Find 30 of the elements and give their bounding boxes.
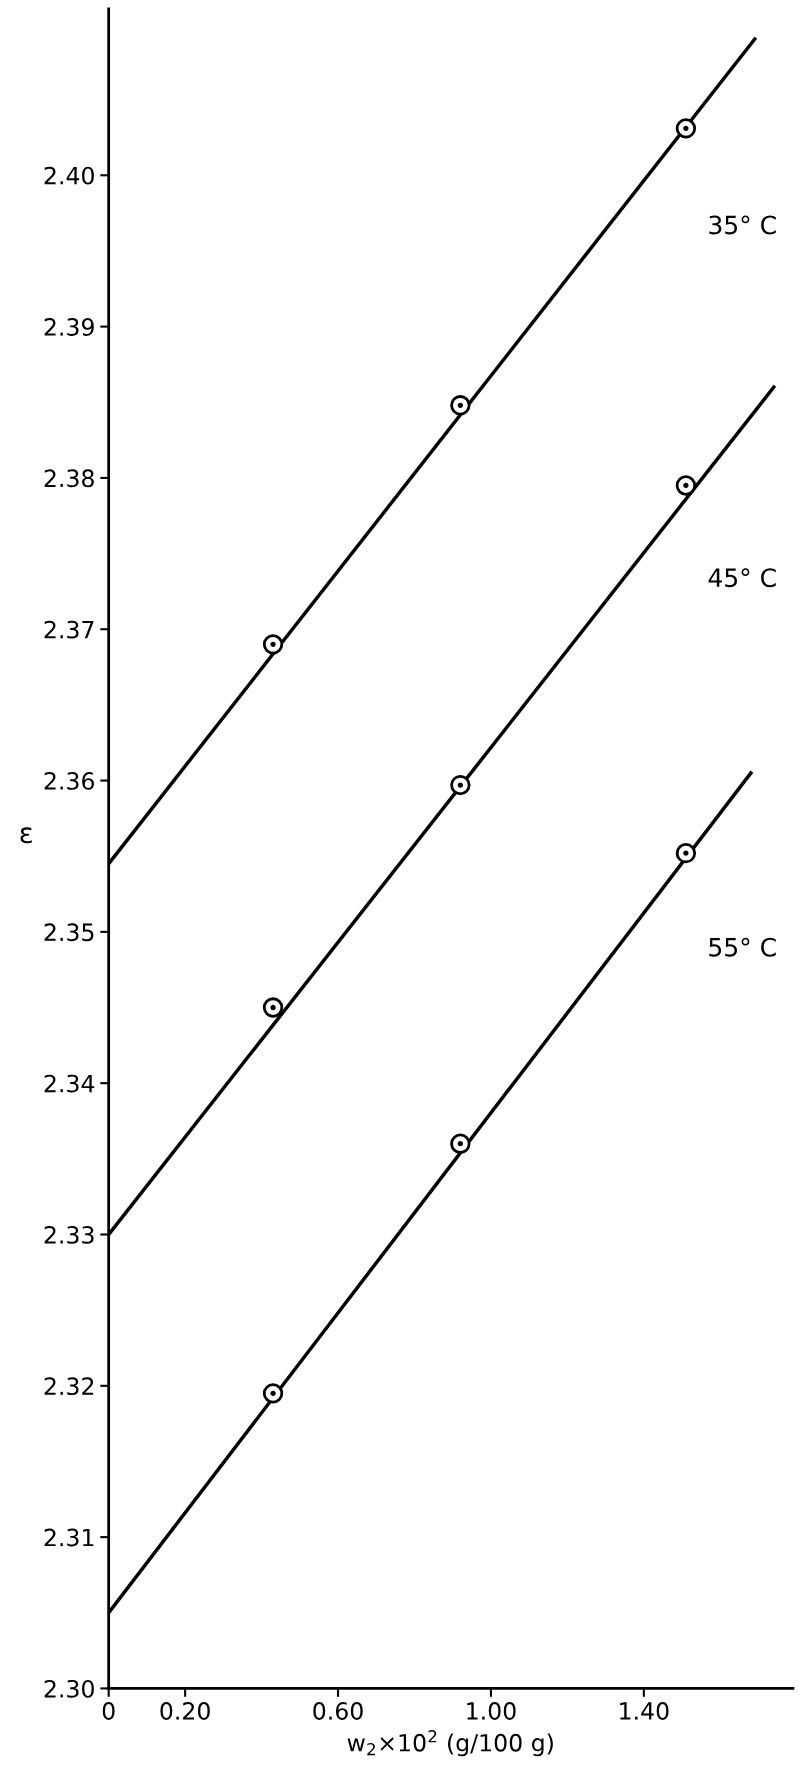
annotation: 45° C [708, 568, 776, 588]
y-tick-label: 2.35 [44, 923, 94, 942]
y-tick-label: 2.37 [44, 620, 94, 639]
y-tick-label: 2.40 [44, 166, 94, 185]
point [262, 997, 284, 1018]
annotation: 35° C [709, 215, 776, 235]
annotation: 55° C [709, 937, 776, 957]
point [450, 1133, 471, 1154]
y-tick-label: 2.32 [44, 1377, 94, 1396]
point [450, 774, 471, 796]
x-tick-label: 0.20 [160, 1702, 210, 1720]
y-tick-label: 2.38 [44, 469, 94, 488]
y-tick-label: 2.33 [44, 1225, 94, 1244]
point [450, 395, 471, 416]
x-tick-label: 0.60 [313, 1702, 363, 1720]
point [675, 118, 697, 139]
x-tick-label: 1.00 [467, 1702, 516, 1720]
y-tick-label: 2.31 [44, 1528, 94, 1547]
point [675, 843, 697, 864]
x-tick-label: 0 [102, 1702, 115, 1720]
y-tick-label: 2.39 [44, 318, 94, 336]
y-tick-label: 2.30 [44, 1679, 94, 1698]
y-axis-title: ε [20, 827, 32, 844]
point [262, 634, 284, 655]
x-axis-title: w$_{2}$×10$^{2}$ (g/100 g) [347, 1730, 553, 1757]
y-tick-label: 2.34 [44, 1074, 95, 1093]
x-tick-label: 1.40 [620, 1702, 669, 1720]
point [675, 475, 697, 496]
y-tick-label: 2.36 [44, 771, 94, 790]
point [262, 1383, 284, 1404]
